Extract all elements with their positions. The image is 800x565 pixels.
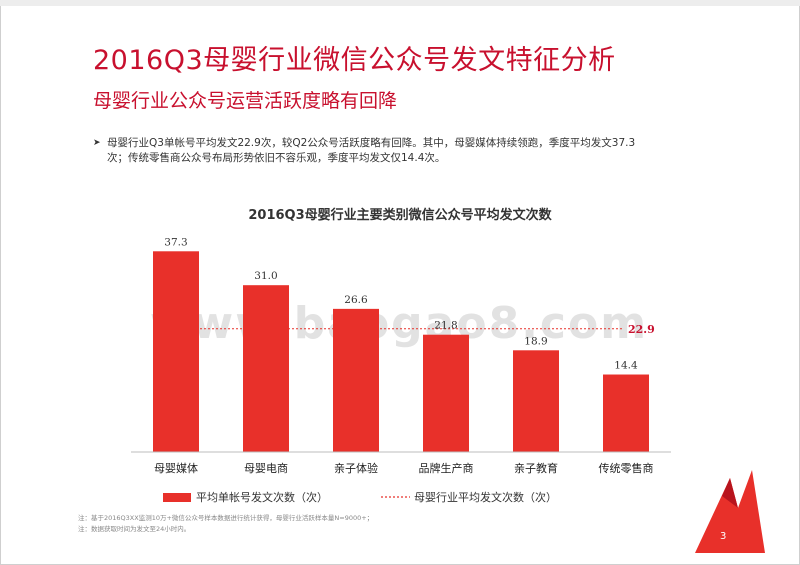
bar-2 [243, 285, 289, 452]
bar-6 [603, 374, 649, 452]
category-label-3: 亲子体验 [334, 461, 378, 475]
category-label-4: 品牌生产商 [419, 461, 474, 475]
legend-bar-label: 平均单帐号发文次数（次） [196, 490, 328, 504]
corner-logo-shade [722, 478, 738, 508]
chart-title: 2016Q3母婴行业主要类别微信公众号平均发文次数 [248, 208, 552, 223]
category-label-1: 母婴媒体 [154, 461, 198, 475]
value-label-2: 31.0 [254, 270, 277, 282]
page-title: 2016Q3母婴行业微信公众号发文特征分析 [93, 45, 616, 76]
bar-1 [153, 251, 199, 452]
value-label-5: 18.9 [524, 335, 547, 347]
top-bar [0, 0, 800, 6]
average-label: 22.9 [628, 323, 655, 336]
footnotes: 注：基于2016Q3XX监测10万+微信公众号样本数据进行统计获得，母婴行业活跃… [78, 513, 373, 535]
value-label-4: 21.8 [434, 320, 457, 332]
summary-line-1: 母婴行业Q3单帐号平均发文22.9次，较Q2公众号活跃度略有回降。其中，母婴媒体… [107, 137, 636, 149]
category-label-2: 母婴电商 [244, 461, 288, 475]
page-subtitle: 母婴行业公众号运营活跃度略有回降 [93, 90, 398, 112]
category-label-5: 亲子教育 [514, 461, 558, 475]
page-number: 3 [720, 531, 727, 542]
category-label-6: 传统零售商 [599, 461, 654, 475]
legend-line-label: 母婴行业平均发文次数（次） [414, 490, 557, 504]
summary-bullet: ➤ 母婴行业Q3单帐号平均发文22.9次，较Q2公众号活跃度略有回降。其中，母婴… [93, 136, 733, 166]
value-label-3: 26.6 [344, 294, 368, 306]
footnote-2: 注：数据获取时间为发文至24小时内。 [78, 525, 191, 533]
bar-5 [513, 350, 559, 452]
value-label-6: 14.4 [614, 360, 638, 372]
watermark: www.baogao8.com [150, 298, 648, 349]
legend-bar-swatch [163, 493, 191, 502]
bar-3 [333, 308, 379, 452]
value-label-1: 37.3 [164, 236, 187, 248]
corner-logo [695, 470, 765, 553]
bar-4 [423, 334, 469, 452]
summary-line-2: 次；传统零售商公众号布局形势依旧不容乐观，季度平均发文仅14.4次。 [107, 152, 446, 164]
bullet-arrow-icon: ➤ [93, 138, 101, 148]
footnote-1: 注：基于2016Q3XX监测10万+微信公众号样本数据进行统计获得，母婴行业活跃… [78, 514, 374, 522]
